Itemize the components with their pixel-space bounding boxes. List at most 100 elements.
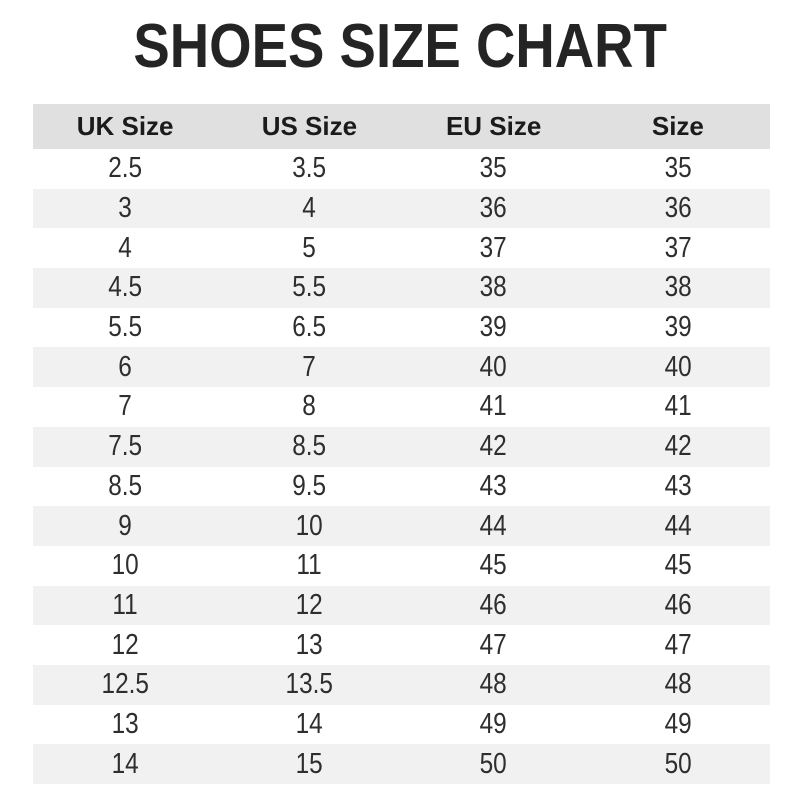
size-cell: 45 <box>402 546 586 586</box>
table-row: 10 11 45 45 <box>33 545 770 586</box>
size-cell: 11 <box>217 546 401 586</box>
size-value: 42 <box>480 430 508 463</box>
table-row: 12 13 47 47 <box>33 625 770 665</box>
size-cell: 8.5 <box>217 427 401 467</box>
size-value: 10 <box>295 509 323 542</box>
size-cell: 38 <box>586 268 770 308</box>
size-value: 37 <box>664 231 692 264</box>
size-cell: 10 <box>217 506 401 546</box>
size-cell: 13 <box>33 705 217 745</box>
table-row: 5.5 6.5 39 39 <box>33 307 770 348</box>
size-cell: 39 <box>586 308 770 348</box>
size-cell: 43 <box>402 467 586 507</box>
size-value: 49 <box>480 707 508 740</box>
header-cell-size: Size <box>585 104 770 149</box>
size-cell: 8.5 <box>33 467 217 507</box>
size-cell: 10 <box>33 546 217 586</box>
size-cell: 41 <box>402 387 586 427</box>
size-cell: 15 <box>217 744 401 784</box>
size-cell: 7 <box>33 387 217 427</box>
size-value: 37 <box>480 231 508 264</box>
size-value: 11 <box>112 588 138 621</box>
size-cell: 49 <box>586 705 770 745</box>
size-cell: 3.5 <box>217 149 401 189</box>
size-cell: 40 <box>586 347 770 387</box>
size-cell: 5.5 <box>33 308 217 348</box>
size-value: 13.5 <box>285 668 334 701</box>
size-cell: 6.5 <box>217 308 401 348</box>
size-value: 8.5 <box>292 430 327 463</box>
size-cell: 42 <box>402 427 586 467</box>
size-cell: 46 <box>586 586 770 626</box>
size-cell: 12 <box>33 625 217 665</box>
size-cell: 7.5 <box>33 427 217 467</box>
table-row: 4.5 5.5 38 38 <box>33 268 770 308</box>
size-value: 45 <box>480 549 508 582</box>
table-header-row: UK Size US Size EU Size Size <box>33 104 770 149</box>
size-value: 12.5 <box>101 668 149 701</box>
size-cell: 37 <box>586 228 770 268</box>
size-cell: 5.5 <box>217 268 401 308</box>
size-cell: 47 <box>402 625 586 665</box>
size-cell: 42 <box>586 427 770 467</box>
size-value: 35 <box>480 152 508 185</box>
size-table: UK Size US Size EU Size Size 2.5 3.5 35 35 3… <box>33 104 770 784</box>
page-title-text: SHOES SIZE CHART <box>133 12 667 81</box>
size-cell: 46 <box>402 586 586 626</box>
size-value: 39 <box>480 311 508 344</box>
size-cell: 12.5 <box>33 665 217 705</box>
size-value: 5 <box>302 231 317 264</box>
size-value: 6.5 <box>292 311 327 344</box>
size-cell: 48 <box>586 665 770 705</box>
size-cell: 45 <box>586 546 770 586</box>
size-value: 2.5 <box>108 152 143 185</box>
size-value: 10 <box>111 549 139 582</box>
size-value: 43 <box>664 469 692 502</box>
size-value: 5.5 <box>108 311 143 344</box>
size-value: 7 <box>118 390 132 423</box>
size-value: 39 <box>664 311 692 344</box>
size-cell: 50 <box>402 744 586 784</box>
size-cell: 13.5 <box>217 665 401 705</box>
table-row: 6 7 40 40 <box>33 347 770 388</box>
size-cell: 47 <box>586 625 770 665</box>
size-value: 48 <box>480 668 508 701</box>
size-cell: 14 <box>33 744 217 784</box>
size-value: 3 <box>118 192 132 225</box>
table-row: 11 12 46 46 <box>33 585 770 626</box>
size-cell: 9.5 <box>217 467 401 507</box>
header-cell-us-size: US Size <box>217 104 402 149</box>
size-cell: 12 <box>217 586 401 626</box>
size-value: 7 <box>302 350 317 383</box>
size-value: 3.5 <box>292 152 327 185</box>
size-cell: 44 <box>586 506 770 546</box>
size-value: 47 <box>480 628 508 661</box>
size-value: 11 <box>296 549 323 582</box>
size-cell: 36 <box>586 189 770 229</box>
size-cell: 2.5 <box>33 149 217 189</box>
size-value: 38 <box>664 271 692 304</box>
size-value: 13 <box>295 628 323 661</box>
size-cell: 37 <box>402 228 586 268</box>
table-row: 2.5 3.5 35 35 <box>33 149 770 189</box>
size-value: 41 <box>664 390 692 423</box>
size-value: 40 <box>480 350 508 383</box>
size-cell: 5 <box>217 228 401 268</box>
size-value: 7.5 <box>108 430 143 463</box>
page-title: SHOES SIZE CHART <box>0 0 800 78</box>
size-value: 50 <box>664 747 692 780</box>
size-value: 13 <box>111 707 139 740</box>
size-value: 35 <box>664 152 692 185</box>
size-value: 4 <box>302 192 317 225</box>
size-value: 6 <box>118 350 132 383</box>
size-value: 14 <box>111 747 139 780</box>
size-value: 41 <box>480 390 508 423</box>
size-value: 46 <box>480 588 508 621</box>
size-value: 40 <box>664 350 692 383</box>
size-value: 46 <box>664 588 692 621</box>
size-cell: 8 <box>217 387 401 427</box>
size-table-body: 2.5 3.5 35 35 3 4 36 36 4 5 37 37 4.5 5.5 38 38 5.5 6.5 39… <box>33 149 770 784</box>
size-cell: 7 <box>217 347 401 387</box>
size-value: 48 <box>664 668 692 701</box>
size-value: 43 <box>480 469 508 502</box>
